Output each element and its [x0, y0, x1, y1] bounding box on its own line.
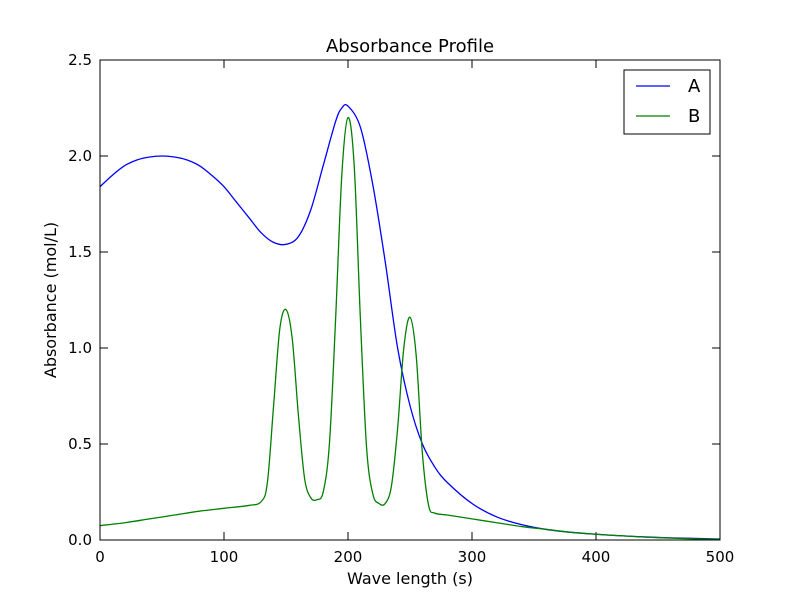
y-tick-label: 0.0 [68, 531, 92, 549]
legend-label-b: B [688, 106, 700, 127]
x-tick-label: 500 [706, 548, 735, 566]
x-tick-label: 0 [95, 548, 105, 566]
y-tick-label: 1.5 [68, 243, 92, 261]
y-tick-label: 2.5 [68, 51, 92, 69]
x-tick-label: 400 [582, 548, 611, 566]
y-tick-label: 1.0 [68, 339, 92, 357]
x-axis-label: Wave length (s) [347, 569, 473, 588]
y-tick-label: 2.0 [68, 147, 92, 165]
legend-label-a: A [688, 76, 701, 97]
plot-area: 0 100 200 300 400 500 0.0 0.5 1.0 1.5 2.0 2.5 [68, 51, 734, 566]
x-tick-label: 200 [334, 548, 363, 566]
plot-frame [99, 59, 721, 541]
series-line-b [100, 116, 720, 540]
x-tick-label: 100 [210, 548, 239, 566]
y-tick-label: 0.5 [68, 435, 92, 453]
y-axis-label: Absorbance (mol/L) [41, 222, 60, 378]
x-tick-label: 300 [458, 548, 487, 566]
chart-title: Absorbance Profile [326, 36, 494, 57]
legend-box [623, 69, 711, 135]
legend: A B [623, 69, 711, 135]
